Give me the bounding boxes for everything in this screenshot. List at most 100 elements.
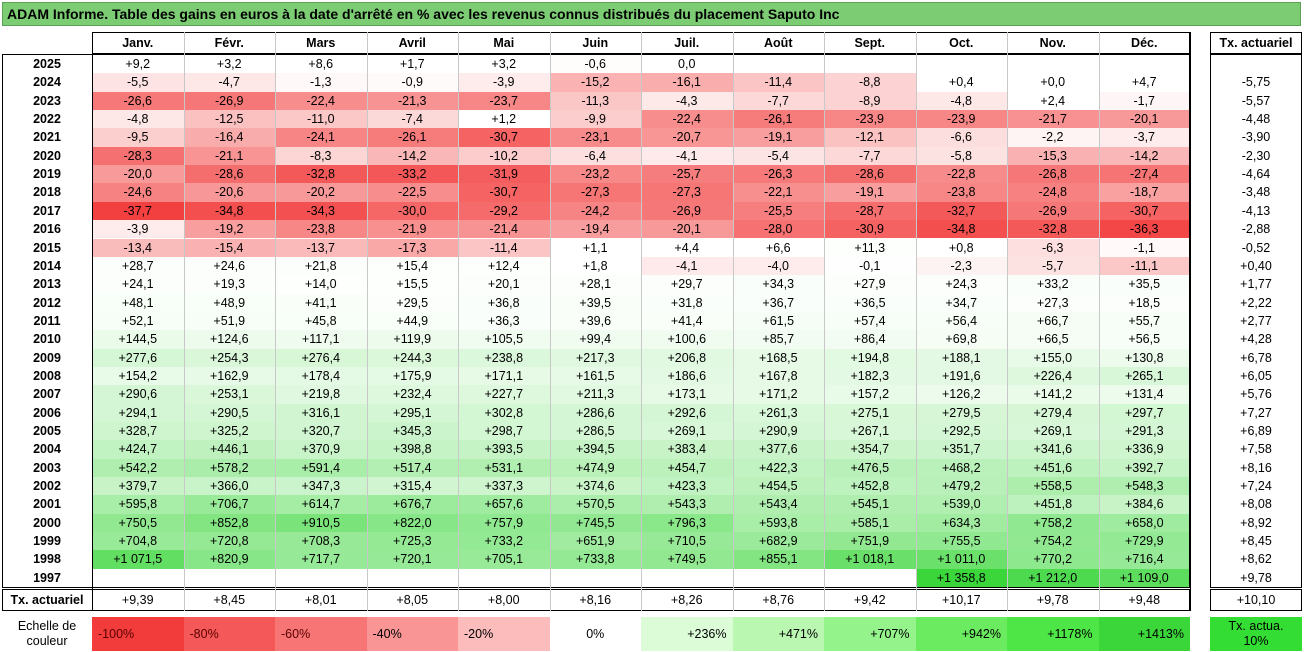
gain-cell: -27,3 [641,183,733,202]
gain-cell: -29,2 [458,201,550,221]
gain-cell: +168,5 [732,348,824,367]
gain-cell: +634,3 [915,513,1007,533]
gain-cell: -11,3 [549,91,641,111]
gain-cell: +345,3 [366,422,458,441]
year-label: 2022 [33,112,61,127]
gain-cell: -0,9 [366,73,458,92]
gain-cell: +351,7 [915,440,1007,459]
footer-rate-cell: +8,01 [304,593,337,608]
gain-cell: +244,3 [366,348,458,367]
scale-swatch: +707% [824,617,916,651]
scale-swatch: +471% [732,617,824,651]
gain-cell: +99,4 [549,330,641,349]
gain-cell: +2,4 [1007,91,1099,111]
gain-cell: +126,2 [915,385,1007,404]
rate-cell: -4,64 [1241,167,1271,182]
gain-cell: +253,1 [183,385,275,404]
gain-cell: +11,3 [824,238,916,257]
gain-cell: -18,7 [1098,183,1190,202]
gain-cell: -33,2 [366,165,458,184]
gain-cell: -27,4 [1098,165,1190,184]
gain-cell: +676,7 [366,495,458,514]
gain-cell: +855,1 [732,550,824,569]
gain-cell: +302,8 [458,403,550,422]
year-label: 2008 [33,368,61,383]
gain-cell: -0,1 [824,256,916,276]
gain-cell: +44,9 [366,311,458,331]
gain-cell [183,568,275,588]
gain-cell: -11,4 [458,238,550,257]
year-label: 2021 [33,130,61,145]
column-divider [549,32,551,612]
gain-cell [458,568,550,588]
gain-cell: +3,2 [458,55,550,74]
year-label: 2017 [33,203,61,218]
gain-cell: -11,4 [732,73,824,92]
gain-cell: -28,0 [732,220,824,239]
gain-cell: +468,2 [915,458,1007,478]
footer-rate-cell: +8,45 [213,593,246,608]
gain-cell: +52,1 [92,311,184,331]
year-label: 2015 [33,240,61,255]
gain-cell: +219,8 [275,385,367,404]
gain-cell: +716,4 [1098,550,1190,569]
gain-cell: +852,8 [183,513,275,533]
gain-cell: -5,8 [915,146,1007,166]
gain-cell: +175,9 [366,366,458,386]
gain-cell: +35,5 [1098,275,1190,294]
gain-cell: +822,0 [366,513,458,533]
rate-header: Tx. actuariel [1219,36,1293,50]
gain-cell: -26,1 [732,110,824,129]
gain-cell: +276,4 [275,348,367,367]
gain-cell: +1 018,1 [824,550,916,569]
gain-cell: -1,3 [275,73,367,92]
gain-cell: -22,8 [915,165,1007,184]
gain-cell: -4,1 [641,146,733,166]
gain-cell: +85,7 [732,330,824,349]
gain-cell: -16,4 [183,128,275,147]
gain-cell: +614,7 [275,495,367,514]
gain-cell: +178,4 [275,366,367,386]
gain-cell: +454,7 [641,458,733,478]
gain-cell: +19,3 [183,275,275,294]
gain-cell: +194,8 [824,348,916,367]
gain-cell: +167,8 [732,366,824,386]
scale-swatch: +236% [641,617,733,651]
gain-cell: +69,8 [915,330,1007,349]
gain-cell: +28,1 [549,275,641,294]
gain-cell: +4,4 [641,238,733,257]
year-label: 2007 [33,387,61,402]
gain-cell: +227,7 [458,385,550,404]
year-label: 2001 [33,497,61,512]
gain-cell: -25,5 [732,201,824,221]
gain-cell: +48,9 [183,293,275,312]
gain-cell: +328,7 [92,422,184,441]
gain-cell: +226,4 [1007,366,1099,386]
gain-cell: +21,8 [275,256,367,276]
gain-cell: +548,3 [1098,477,1190,496]
gain-cell: -22,5 [366,183,458,202]
gain-cell: -6,3 [1007,238,1099,257]
year-label: 2005 [33,424,61,438]
gain-cell: -20,1 [1098,110,1190,129]
gain-cell: +295,1 [366,403,458,422]
gain-cell: +341,6 [1007,440,1099,459]
gain-cell: -30,9 [824,220,916,239]
month-header: Déc. [1131,36,1158,50]
gain-cell: +130,8 [1098,348,1190,367]
gain-cell: +476,5 [824,458,916,478]
gain-cell: +745,5 [549,513,641,533]
gain-cell: +517,4 [366,458,458,478]
gain-cell: +24,3 [915,275,1007,294]
gain-cell: +820,9 [183,550,275,569]
gain-cell: -37,7 [92,201,184,221]
gain-cell: +370,9 [275,440,367,459]
gain-cell: +704,8 [92,532,184,551]
gain-cell: +33,2 [1007,275,1099,294]
gain-cell: -26,9 [641,201,733,221]
rate-cell: -5,57 [1241,93,1271,108]
rate-cell: +8,45 [1240,534,1272,549]
footer-rate-cell: +10,17 [941,593,981,608]
gain-cell: -3,7 [1098,128,1190,147]
gain-cell: +717,7 [275,550,367,569]
